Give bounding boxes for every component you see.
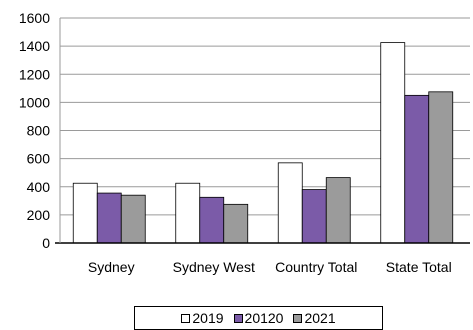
y-tick-label: 1000 bbox=[19, 94, 50, 110]
legend-label: 2021 bbox=[304, 310, 336, 326]
y-tick-label: 1200 bbox=[19, 66, 50, 82]
x-axis-categories: Sydney Sydney West Country Total State Tota… bbox=[88, 259, 452, 275]
bar-2021-0 bbox=[120, 194, 146, 244]
bar-2019-0 bbox=[72, 182, 98, 244]
legend-item-20120: 20120 bbox=[233, 310, 284, 326]
y-tick-label: 200 bbox=[27, 207, 51, 223]
y-tick-label: 400 bbox=[27, 179, 51, 195]
x-category-label: Sydney West bbox=[173, 259, 255, 275]
legend-swatch-icon bbox=[293, 313, 303, 323]
bar-20120-1 bbox=[199, 196, 225, 244]
y-tick-label: 600 bbox=[27, 151, 51, 167]
bar-20120-0 bbox=[96, 192, 122, 244]
y-tick-label: 800 bbox=[27, 123, 51, 139]
legend-label: 20120 bbox=[244, 310, 284, 326]
bar-2019-1 bbox=[175, 182, 201, 244]
x-category-label: State Total bbox=[386, 259, 452, 275]
bar-2021-1 bbox=[223, 203, 249, 244]
x-category-label: Country Total bbox=[275, 259, 357, 275]
legend: 2019 20120 2021 bbox=[134, 306, 383, 330]
y-tick-label: 0 bbox=[42, 235, 50, 251]
bar-20120-2 bbox=[301, 189, 327, 244]
legend-item-2021: 2021 bbox=[293, 310, 336, 326]
legend-swatch-icon bbox=[233, 313, 243, 323]
y-axis-ticks: 0 200 400 600 800 1000 1200 1400 1600 bbox=[19, 10, 50, 251]
bar-20120-3 bbox=[404, 94, 430, 244]
y-tick-label: 1400 bbox=[19, 38, 50, 54]
bars bbox=[72, 42, 454, 244]
y-tick-label: 1600 bbox=[19, 10, 50, 26]
bar-2021-3 bbox=[428, 91, 454, 244]
bar-2019-3 bbox=[380, 42, 406, 244]
bar-2021-2 bbox=[325, 177, 351, 244]
x-category-label: Sydney bbox=[88, 259, 135, 275]
legend-label: 2019 bbox=[192, 310, 224, 326]
legend-item-2019: 2019 bbox=[181, 310, 224, 326]
bar-2019-2 bbox=[277, 162, 303, 244]
legend-swatch-icon bbox=[181, 313, 191, 323]
